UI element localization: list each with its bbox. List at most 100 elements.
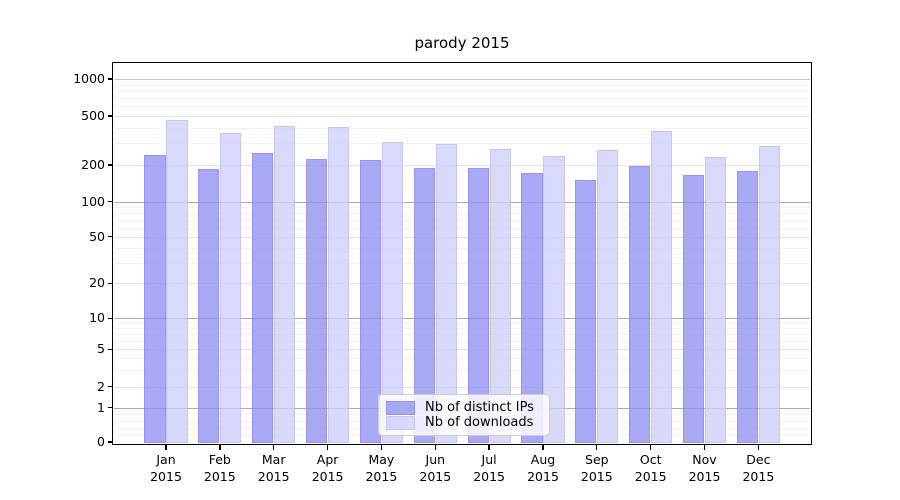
bar-downloads xyxy=(166,120,188,444)
gridline xyxy=(114,318,810,320)
gridline-minor xyxy=(114,106,810,108)
x-tick-label-line: Jun xyxy=(425,452,446,468)
y-tick-label: 100 xyxy=(81,193,105,209)
x-tick-label-line: 2015 xyxy=(527,469,559,485)
gridline xyxy=(114,201,810,203)
x-tick-label-line: 2015 xyxy=(688,469,721,485)
x-tick-label-line: Aug xyxy=(530,452,556,468)
bar-distinct-ips xyxy=(736,170,758,444)
legend-item-downloads: Nb of downloads xyxy=(386,415,541,430)
x-tick-label: Mar 2015 xyxy=(244,451,304,485)
legend-label-downloads: Nb of downloads xyxy=(425,415,534,430)
x-tick-label-line: Sep xyxy=(585,452,609,468)
x-tick-label-line: 2015 xyxy=(419,469,452,485)
x-tick-label-line: May xyxy=(368,452,395,468)
x-tick-label-line: Dec xyxy=(746,452,771,468)
y-tick-label: 5 xyxy=(97,341,105,357)
gridline-minor xyxy=(114,219,810,221)
y-tick-label: 2 xyxy=(97,378,105,394)
y-tick-label: 50 xyxy=(89,228,105,244)
bar-downloads xyxy=(274,126,296,444)
x-tick-mark xyxy=(219,444,221,450)
x-tick-label-line: 2015 xyxy=(311,469,344,485)
bar-downloads xyxy=(489,149,511,444)
gridline-minor xyxy=(114,90,810,92)
gridline-minor xyxy=(114,127,810,129)
gridline-minor xyxy=(114,262,810,264)
x-tick-label: Jun 2015 xyxy=(405,451,465,485)
bar-distinct-ips xyxy=(682,175,705,444)
bar-distinct-ips xyxy=(575,179,597,444)
legend-swatch-downloads-icon xyxy=(386,415,415,430)
bar-distinct-ips xyxy=(521,173,543,444)
y-tick-label: 500 xyxy=(81,108,105,123)
chart-title: parody 2015 xyxy=(414,34,510,52)
gridline xyxy=(114,165,810,166)
gridline-minor xyxy=(114,323,810,324)
gridline xyxy=(114,283,810,285)
x-tick-mark xyxy=(165,444,167,450)
x-tick-label: Aug 2015 xyxy=(513,451,573,485)
bar-downloads xyxy=(381,142,403,444)
x-tick-mark xyxy=(434,444,436,450)
gridline-minor xyxy=(114,341,810,343)
x-tick-label: Nov 2015 xyxy=(675,451,735,485)
bar-distinct-ips xyxy=(467,168,489,444)
x-tick-label-line: Jul xyxy=(481,452,497,468)
y-tick-mark xyxy=(108,348,113,350)
bar-downloads xyxy=(651,131,673,444)
x-tick-label-line: 2015 xyxy=(150,469,182,485)
x-tick-label: Feb 2015 xyxy=(190,451,250,485)
x-tick-mark xyxy=(757,444,759,450)
x-tick-label-line: 2015 xyxy=(634,469,667,485)
bar-distinct-ips xyxy=(306,158,328,444)
bar-downloads xyxy=(435,144,457,444)
legend-swatch-distinct-ips-icon xyxy=(386,400,415,415)
legend: Nb of distinct IPs Nb of downloads xyxy=(378,394,550,436)
gridline-minor xyxy=(114,98,810,99)
x-tick-label: Jan 2015 xyxy=(136,451,196,485)
gridline-minor xyxy=(114,358,810,360)
bar-downloads xyxy=(758,146,780,444)
x-tick-label-line: 2015 xyxy=(742,469,775,485)
gridline xyxy=(114,116,810,117)
gridline-minor xyxy=(114,143,810,145)
x-tick-label: Jul 2015 xyxy=(459,451,519,485)
x-tick-mark xyxy=(542,444,544,450)
gridline-minor xyxy=(114,370,810,372)
gridline-minor xyxy=(114,213,810,214)
y-tick-mark xyxy=(108,236,113,238)
gridline-minor xyxy=(114,334,810,336)
x-tick-mark xyxy=(488,444,490,450)
bar-distinct-ips xyxy=(252,153,274,444)
y-tick-label: 20 xyxy=(89,275,105,291)
gridline-minor xyxy=(114,84,810,86)
y-tick-mark xyxy=(108,282,113,284)
x-tick-mark xyxy=(273,444,275,450)
legend-label-distinct-ips: Nb of distinct IPs xyxy=(425,400,534,415)
legend-item-distinct-ips: Nb of distinct IPs xyxy=(386,400,541,415)
x-tick-mark xyxy=(380,444,383,450)
x-tick-label-line: 2015 xyxy=(203,469,236,485)
y-tick-mark xyxy=(108,164,113,166)
x-tick-label: Apr 2015 xyxy=(298,451,358,485)
x-tick-label-line: 2015 xyxy=(473,469,505,485)
x-tick-mark xyxy=(650,444,652,450)
bar-distinct-ips xyxy=(359,160,381,444)
y-tick-label: 0 xyxy=(97,434,105,449)
x-tick-mark xyxy=(703,444,706,450)
y-tick-mark xyxy=(108,317,113,319)
y-tick-mark xyxy=(108,115,113,117)
x-tick-label-line: Oct xyxy=(639,452,662,468)
gridline-minor xyxy=(114,328,810,330)
y-tick-label: 1000 xyxy=(73,71,105,86)
y-tick-label: 1 xyxy=(97,399,105,415)
x-tick-label-line: Nov xyxy=(692,452,717,468)
bar-downloads xyxy=(704,156,727,444)
gridline-minor xyxy=(114,248,810,249)
bar-downloads xyxy=(597,150,619,444)
x-tick-label-line: Feb xyxy=(208,452,231,468)
bar-distinct-ips xyxy=(198,168,220,444)
bar-downloads xyxy=(220,132,242,444)
x-tick-label-line: Mar xyxy=(261,452,286,468)
